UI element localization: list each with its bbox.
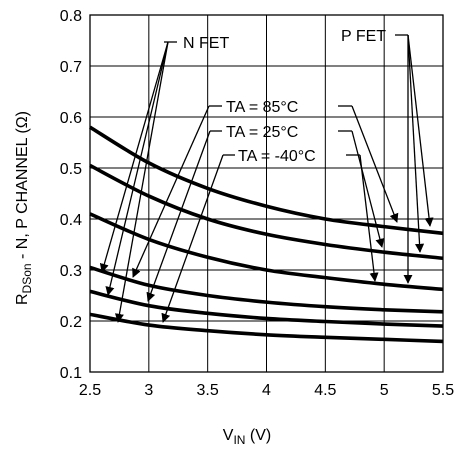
x-tick-label: 5 xyxy=(380,382,389,399)
p-fet-arrow-2 xyxy=(407,34,425,253)
x-axis-title-unit: (V) xyxy=(245,427,271,444)
n-fet-arrow-2 xyxy=(105,41,169,296)
n-fet-arrow-1 xyxy=(99,41,169,273)
annotation-p-fet: P FET xyxy=(341,28,386,45)
x-tick-label: 3 xyxy=(144,382,153,399)
y-tick-label: 0.7 xyxy=(60,59,82,76)
y-tick-label: 0.2 xyxy=(60,314,82,331)
series-line-5 xyxy=(89,289,444,328)
ta-m40-arrow-n xyxy=(161,154,224,323)
y-tick-label: 0.5 xyxy=(60,161,82,178)
x-axis-title-main: V xyxy=(223,427,234,444)
series-group xyxy=(89,125,444,344)
series-line-6 xyxy=(89,312,444,344)
ta85-arrow-n xyxy=(132,105,210,278)
x-tick-label: 5.5 xyxy=(432,382,454,399)
annotation-arrows xyxy=(99,34,434,323)
ta25-arrow-n xyxy=(146,130,211,302)
annotation-ta-25: TA = 25°C xyxy=(226,124,298,141)
y-tick-label: 0.6 xyxy=(60,110,82,127)
y-tick-label: 0.3 xyxy=(60,263,82,280)
y-axis-title: RDSon - N, P CHANNEL (Ω) xyxy=(14,111,34,305)
x-tick-label: 2.5 xyxy=(79,382,101,399)
tick-labels: 2.5 3 3.5 4 4.5 5 5.5 0.1 0.2 0.3 0.4 0.5 0.6 0.7 0.8 xyxy=(60,8,454,399)
series-line-2 xyxy=(89,163,444,261)
grid xyxy=(89,14,444,373)
ta85-arrow-p xyxy=(351,105,399,223)
ta-m40-arrow-p xyxy=(359,154,379,282)
ta25-arrow-p xyxy=(351,130,385,248)
series-line-1 xyxy=(89,125,444,236)
x-axis-title-sub: IN xyxy=(233,433,245,447)
y-axis-title-rest: - N, P CHANNEL (Ω) xyxy=(14,111,31,263)
plot-frame xyxy=(89,14,444,373)
x-axis-title: VIN (V) xyxy=(223,427,271,447)
series-line-4 xyxy=(89,265,444,314)
y-axis-title-sub: DSon xyxy=(20,263,34,293)
x-tick-label: 4 xyxy=(262,382,271,399)
y-tick-label: 0.1 xyxy=(60,365,82,382)
p-fet-arrow-1 xyxy=(407,34,434,227)
x-tick-label: 3.5 xyxy=(197,382,219,399)
y-axis-title-main: R xyxy=(14,293,31,305)
y-tick-label: 0.4 xyxy=(60,212,82,229)
y-tick-label: 0.8 xyxy=(60,8,82,25)
series-line-3 xyxy=(89,212,444,292)
n-fet-arrow-3 xyxy=(114,41,169,323)
annotation-ta-85: TA = 85°C xyxy=(226,99,298,116)
x-tick-label: 4.5 xyxy=(314,382,336,399)
annotation-ta-m40: TA = -40°C xyxy=(238,148,316,165)
annotation-n-fet: N FET xyxy=(183,35,229,52)
